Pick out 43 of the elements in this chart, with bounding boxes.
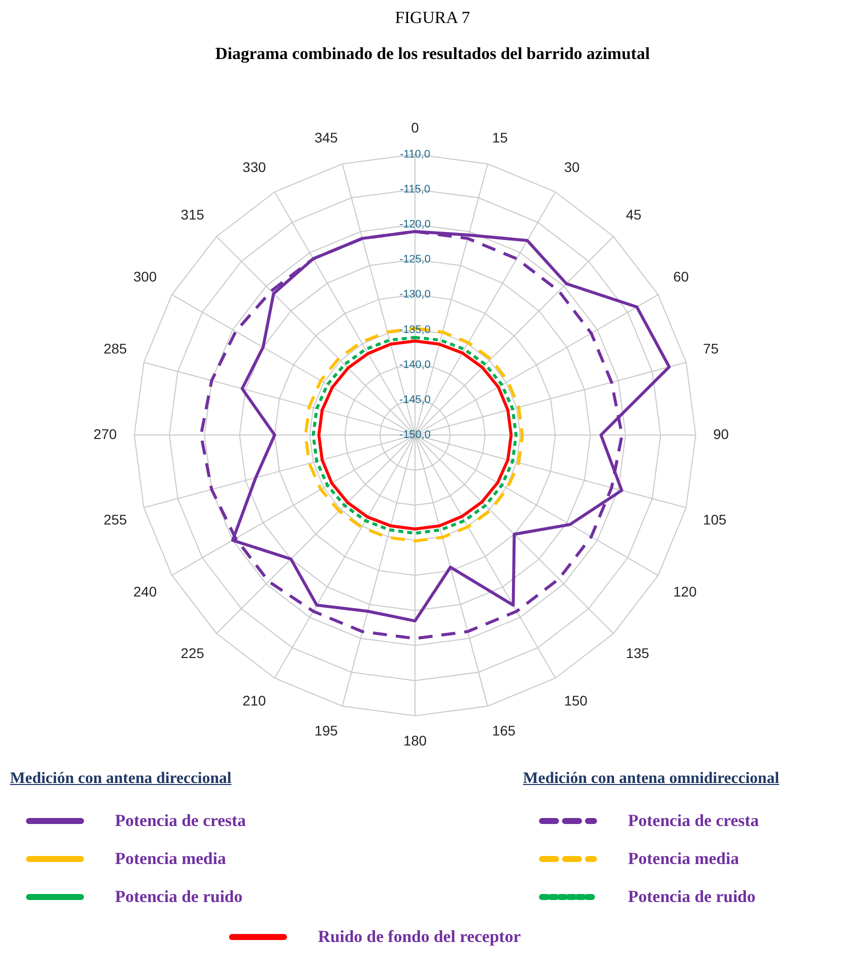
spoke-label: 225 bbox=[180, 645, 204, 662]
y-tick-label: -120,0 bbox=[399, 218, 431, 231]
y-tick-label: -110,0 bbox=[400, 148, 430, 160]
spoke-label: 90 bbox=[713, 426, 729, 442]
spoke-label: 270 bbox=[93, 426, 118, 442]
spoke-label: 0 bbox=[411, 119, 420, 136]
spoke-label: 15 bbox=[492, 129, 508, 146]
y-tick-label: -125,0 bbox=[399, 254, 431, 266]
legend-label: Potencia de ruido bbox=[628, 887, 756, 907]
legend-label: Potencia de ruido bbox=[115, 887, 242, 907]
spoke-label: 105 bbox=[703, 511, 727, 528]
spoke-label: 210 bbox=[242, 692, 266, 709]
spoke-label: 315 bbox=[180, 206, 204, 223]
chart-subtitle: Diagrama combinado de los resultados del barrido azimutal bbox=[214, 44, 651, 64]
spoke-label: 255 bbox=[104, 511, 128, 528]
y-tick-label: -115,0 bbox=[400, 183, 430, 196]
spoke-label: 330 bbox=[242, 159, 266, 176]
spoke-label: 180 bbox=[403, 732, 427, 748]
spoke-label: 300 bbox=[133, 268, 157, 284]
legend-label: Potencia media bbox=[115, 849, 226, 869]
spoke-label: 120 bbox=[673, 583, 697, 600]
text: Medición con antena direccional bbox=[10, 770, 232, 788]
y-tick-label: -130,0 bbox=[399, 288, 431, 301]
text: Medición con antena omnidireccional bbox=[523, 770, 780, 788]
legend-label: Potencia de cresta bbox=[628, 811, 759, 831]
y-tick-label: -145,0 bbox=[399, 394, 431, 406]
spoke-label: 345 bbox=[314, 129, 338, 146]
legend-label: Ruido de fondo del receptor bbox=[318, 927, 521, 947]
spoke-label: 45 bbox=[626, 206, 642, 223]
spoke-label: 150 bbox=[564, 692, 588, 709]
spoke-label: 195 bbox=[314, 722, 338, 738]
y-tick-label: -140,0 bbox=[399, 358, 431, 371]
legend-label: Potencia de cresta bbox=[115, 811, 246, 831]
y-tick-label: -150,0 bbox=[399, 429, 431, 442]
spoke-label: 240 bbox=[133, 583, 157, 600]
spoke-label: 285 bbox=[104, 340, 128, 356]
legend-label: Potencia media bbox=[628, 849, 739, 869]
spoke-label: 60 bbox=[673, 268, 690, 284]
spoke-label: 30 bbox=[564, 159, 580, 176]
spoke-label: 135 bbox=[626, 645, 650, 662]
chart-title: FIGURA 7 bbox=[394, 8, 472, 28]
spoke-label: 165 bbox=[492, 722, 516, 738]
spoke-label: 75 bbox=[703, 340, 719, 356]
